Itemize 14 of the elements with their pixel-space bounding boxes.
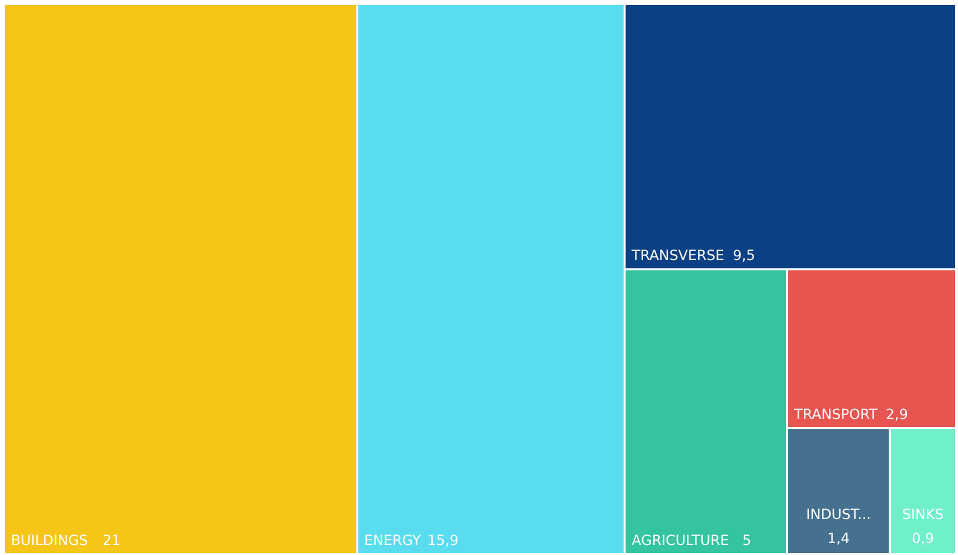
data-label: 2,9	[886, 407, 908, 424]
data-label: 5	[742, 533, 752, 549]
data-label: 21	[102, 533, 121, 549]
data-label: 15,9	[427, 533, 459, 549]
data-label: 9,5	[732, 248, 756, 264]
data-label: 0,9	[912, 531, 934, 547]
category-label: TRANSVERSE	[630, 248, 724, 264]
category-label: AGRICULTURE	[632, 533, 729, 549]
category-label: INDUST...	[806, 507, 871, 523]
category-label: SINKS	[902, 507, 944, 523]
category-label: BUILDINGS	[11, 533, 88, 549]
data-label: 1,4	[827, 531, 850, 547]
category-label: ENERGY	[364, 533, 422, 549]
category-label: TRANSPORT	[793, 407, 878, 424]
